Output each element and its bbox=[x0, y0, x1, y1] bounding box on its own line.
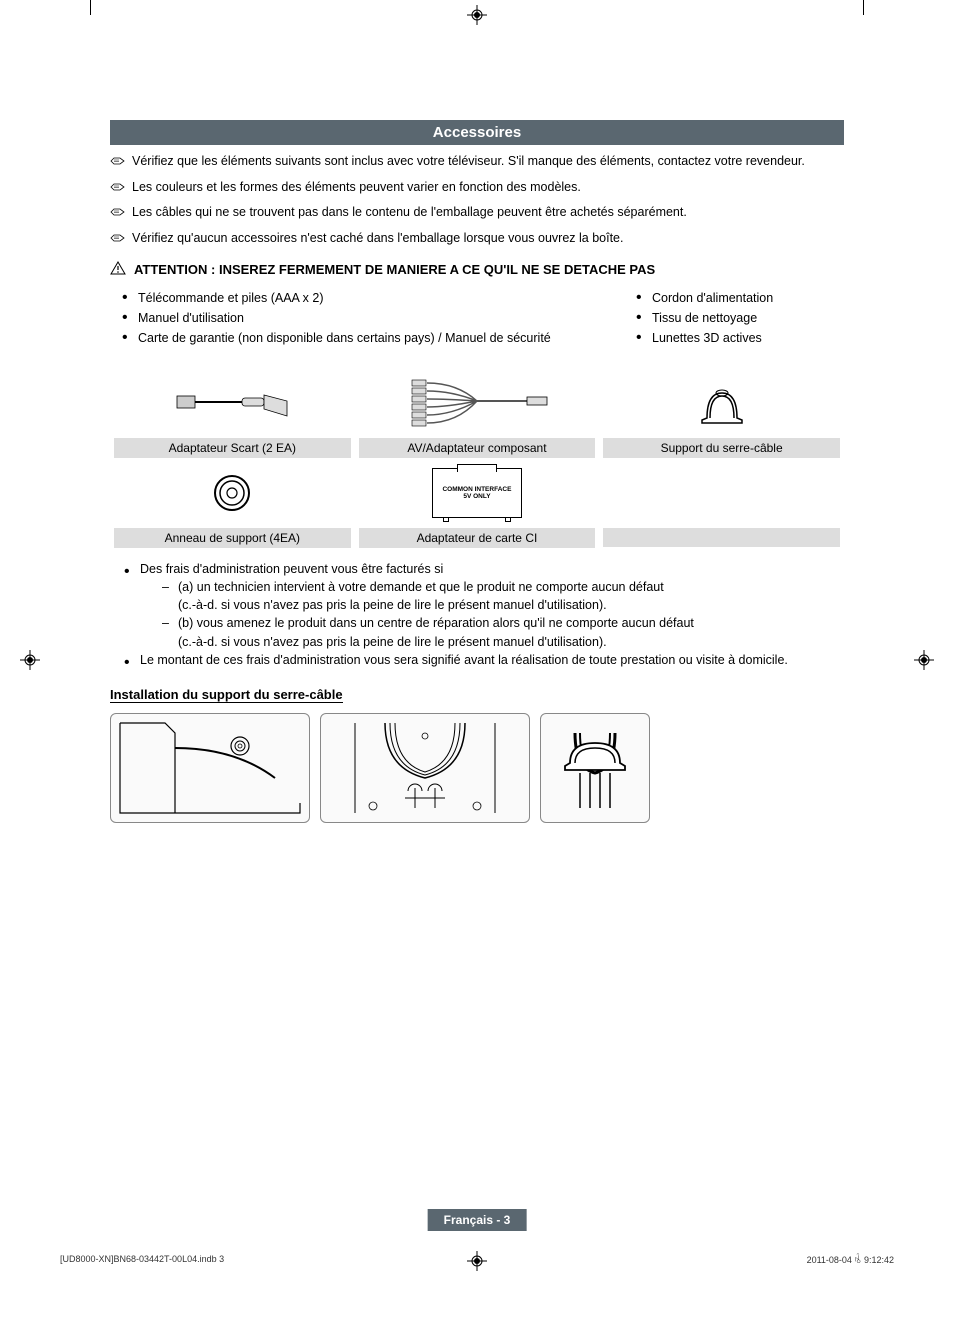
install-heading: Installation du support du serre-câble bbox=[110, 687, 343, 703]
cable-holder-icon bbox=[599, 368, 844, 438]
hand-note-icon bbox=[110, 180, 126, 199]
registration-mark-icon bbox=[467, 5, 487, 25]
hand-note-icon bbox=[110, 154, 126, 173]
list-item: Tissu de nettoyage bbox=[634, 308, 844, 328]
section-header: Accessoires bbox=[110, 120, 844, 145]
note-text: Vérifiez qu'aucun accessoires n'est cach… bbox=[132, 230, 623, 248]
list-item: Lunettes 3D actives bbox=[634, 328, 844, 348]
accessory-label: Adaptateur Scart (2 EA) bbox=[114, 438, 351, 458]
note-text: Les câbles qui ne se trouvent pas dans l… bbox=[132, 204, 687, 222]
accessory-label: AV/Adaptateur composant bbox=[359, 438, 596, 458]
list-item: Télécommande et piles (AAA x 2) bbox=[120, 288, 634, 308]
install-images bbox=[110, 713, 844, 823]
caution-text: ATTENTION : INSEREZ FERMEMENT DE MANIERE… bbox=[134, 262, 655, 277]
admin-sub-item: (b) vous amenez le produit dans un centr… bbox=[160, 614, 844, 650]
hand-note-icon bbox=[110, 231, 126, 250]
accessory-grid: Adaptateur Scart (2 EA) bbox=[110, 358, 844, 548]
scart-adapter-icon bbox=[110, 368, 355, 438]
admin-sub-item: (a) un technicien intervient à votre dem… bbox=[160, 578, 844, 614]
list-item: Manuel d'utilisation bbox=[120, 308, 634, 328]
hand-note-icon bbox=[110, 205, 126, 224]
list-item: Cordon d'alimentation bbox=[634, 288, 844, 308]
note-text: Les couleurs et les formes des éléments … bbox=[132, 179, 581, 197]
registration-mark-icon bbox=[914, 650, 934, 670]
footer-filepath: [UD8000-XN]BN68-03442T-00L04.indb 3 bbox=[60, 1254, 224, 1266]
accessory-label: Adaptateur de carte CI bbox=[359, 528, 596, 548]
ci-adapter-icon: COMMON INTERFACE 5V ONLY bbox=[355, 458, 600, 528]
accessory-label: Support du serre-câble bbox=[603, 438, 840, 458]
install-diagram-icon bbox=[320, 713, 530, 823]
caution-line: ATTENTION : INSEREZ FERMEMENT DE MANIERE… bbox=[110, 255, 844, 288]
footer-timestamp: 2011-08-04 ꂙ 9:12:42 bbox=[807, 1254, 894, 1266]
warning-icon bbox=[110, 261, 126, 278]
accessory-label-empty bbox=[603, 528, 840, 547]
admin-final: Le montant de ces frais d'administration… bbox=[120, 651, 844, 669]
admin-intro: Des frais d'administration peuvent vous … bbox=[140, 562, 443, 576]
install-diagram-icon bbox=[110, 713, 310, 823]
install-diagram-icon bbox=[540, 713, 650, 823]
ci-label: 5V ONLY bbox=[463, 493, 490, 500]
intro-notes: Vérifiez que les éléments suivants sont … bbox=[110, 145, 844, 255]
support-ring-icon bbox=[110, 458, 355, 528]
registration-mark-icon bbox=[20, 650, 40, 670]
page-footer: Français - 3 bbox=[428, 1209, 527, 1231]
note-text: Vérifiez que les éléments suivants sont … bbox=[132, 153, 805, 171]
accessory-label: Anneau de support (4EA) bbox=[114, 528, 351, 548]
list-item: Carte de garantie (non disponible dans c… bbox=[120, 328, 634, 348]
ci-label: COMMON INTERFACE bbox=[442, 486, 511, 493]
footer-meta: [UD8000-XN]BN68-03442T-00L04.indb 3 2011… bbox=[0, 1254, 954, 1266]
included-items: Télécommande et piles (AAA x 2) Manuel d… bbox=[110, 288, 844, 358]
av-adapter-icon bbox=[355, 368, 600, 438]
admin-fees-section: Des frais d'administration peuvent vous … bbox=[110, 548, 844, 669]
